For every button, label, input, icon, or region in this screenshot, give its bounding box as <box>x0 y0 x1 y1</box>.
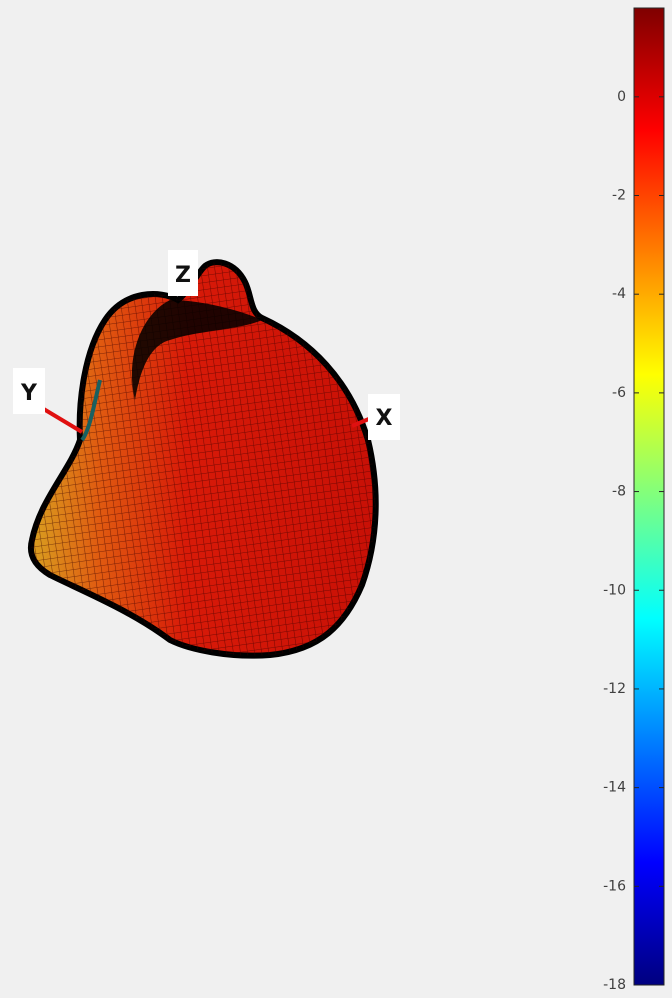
colorbar-tick-label: -8 <box>612 484 626 500</box>
colorbar: 0 -2 -4 -6 -8 -10 -12 -14 -16 -18 <box>603 7 665 993</box>
surface <box>28 259 379 659</box>
z-label-box <box>168 250 198 296</box>
x-label-box <box>368 394 400 440</box>
colorbar-tick-label: -2 <box>612 188 626 204</box>
colorbar-tick-label: -10 <box>603 582 626 598</box>
y-axis-label: Y <box>20 381 38 406</box>
colorbar-tick-label: -12 <box>603 681 626 697</box>
y-label-box <box>13 368 45 414</box>
heart-fold <box>80 379 102 442</box>
heart-shadow <box>131 300 262 400</box>
z-axis-label: Z <box>175 263 191 288</box>
colorbar-tick-label: -18 <box>603 977 626 993</box>
heart-mesh <box>30 262 376 656</box>
colorbar-ramp <box>633 7 665 986</box>
axes-triad: Z Y X <box>13 250 400 440</box>
colorbar-tick-label: -6 <box>612 385 626 401</box>
colorbar-tick-label: -14 <box>603 780 626 796</box>
colorbar-tick-label: 0 <box>617 89 626 105</box>
colorbar-tick-label: -16 <box>603 878 626 894</box>
x-axis-label: X <box>376 406 393 431</box>
colorbar-tick-label: -4 <box>612 286 626 302</box>
